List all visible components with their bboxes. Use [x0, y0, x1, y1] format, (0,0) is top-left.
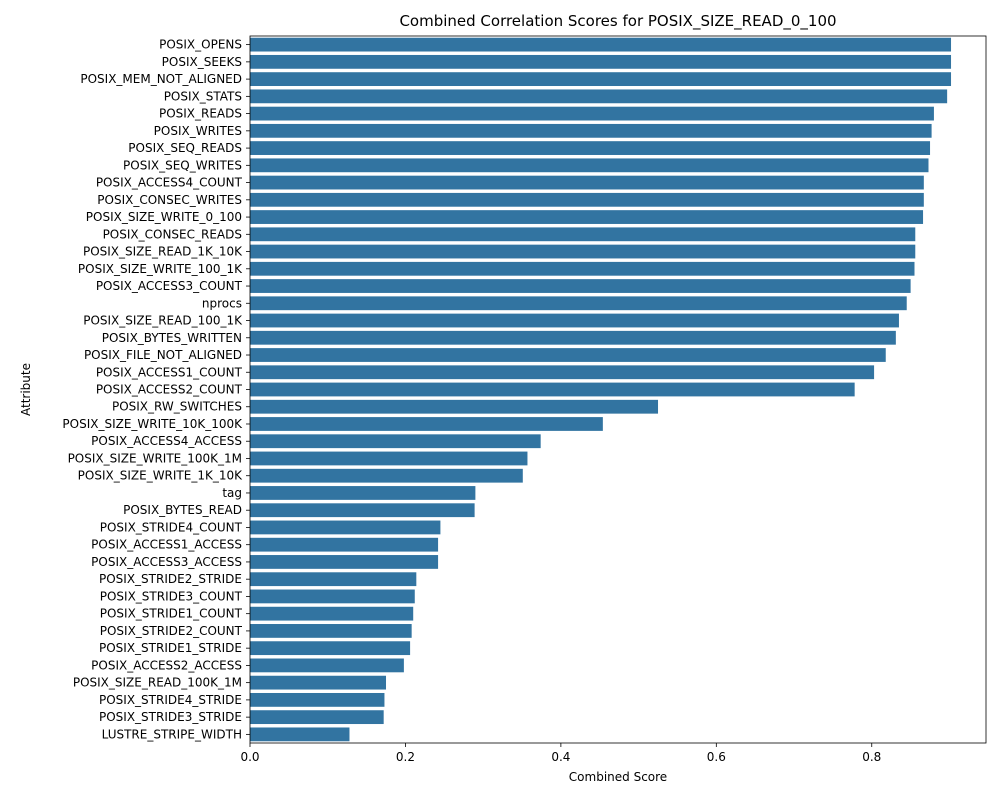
y-tick-label: POSIX_ACCESS4_ACCESS — [91, 434, 242, 448]
y-tick-label: POSIX_READS — [159, 107, 242, 121]
y-tick-label: POSIX_ACCESS1_COUNT — [96, 365, 243, 379]
bar — [250, 417, 603, 431]
bar — [250, 365, 875, 380]
bar — [250, 399, 659, 414]
y-axis: POSIX_OPENS POSIX_SEEKS POSIX_MEM_NOT_ALIG… — [62, 38, 250, 741]
y-tick-label: POSIX_FILE_NOT_ALIGNED — [84, 348, 242, 362]
y-tick-label: POSIX_SEQ_READS — [128, 141, 242, 155]
y-tick-label: POSIX_ACCESS2_ACCESS — [91, 658, 242, 672]
chart-title: Combined Correlation Scores for POSIX_SI… — [399, 12, 836, 31]
x-tick-label: 0.0 — [240, 750, 259, 764]
y-tick-label: POSIX_SEEKS — [162, 55, 242, 69]
bar — [250, 537, 439, 552]
bar — [250, 451, 528, 466]
bar — [250, 348, 886, 362]
bar — [250, 313, 899, 328]
y-tick-label: LUSTRE_STRIPE_WIDTH — [102, 727, 242, 741]
x-tick-label: 0.4 — [551, 750, 570, 764]
x-tick-label: 0.6 — [707, 750, 726, 764]
bar — [250, 692, 385, 707]
y-tick-label: POSIX_CONSEC_READS — [103, 227, 242, 241]
bar — [250, 158, 929, 173]
bar — [250, 486, 476, 500]
bar — [250, 54, 952, 69]
y-tick-label: POSIX_BYTES_WRITTEN — [102, 331, 242, 345]
y-tick-label: POSIX_SIZE_READ_100_1K — [83, 314, 243, 328]
bar — [250, 468, 523, 483]
y-tick-label: POSIX_RW_SWITCHES — [112, 400, 242, 414]
y-tick-label: POSIX_STRIDE3_STRIDE — [99, 710, 242, 724]
bar — [250, 210, 924, 224]
bar — [250, 555, 439, 569]
y-tick-label: POSIX_SIZE_WRITE_0_100 — [86, 210, 242, 224]
bar — [250, 141, 931, 155]
y-tick-label: POSIX_STRIDE4_STRIDE — [99, 693, 242, 707]
bar — [250, 572, 417, 587]
bar — [250, 227, 916, 242]
plot-frame — [249, 35, 987, 744]
y-tick-label: POSIX_STRIDE2_COUNT — [100, 624, 243, 638]
bar — [250, 89, 948, 104]
y-tick-label: POSIX_ACCESS2_COUNT — [96, 383, 243, 397]
y-tick-label: POSIX_SIZE_WRITE_1K_10K — [78, 469, 243, 483]
y-tick-label: POSIX_STATS — [164, 89, 242, 103]
bar — [250, 658, 404, 673]
bar — [250, 192, 924, 207]
bars-layer — [250, 37, 952, 742]
y-tick-label: tag — [222, 486, 242, 500]
y-tick-label: POSIX_MEM_NOT_ALIGNED — [80, 72, 242, 86]
bar — [250, 382, 855, 397]
bar — [250, 434, 541, 449]
bar — [250, 244, 916, 259]
bar — [250, 710, 384, 725]
x-axis: 0.0 0.2 0.4 0.6 0.8 — [240, 743, 881, 764]
y-tick-label: POSIX_ACCESS3_COUNT — [96, 279, 243, 293]
bar — [250, 72, 952, 87]
y-axis-title: Attribute — [19, 363, 33, 416]
bar — [250, 175, 924, 190]
y-tick-label: POSIX_STRIDE4_COUNT — [100, 520, 243, 534]
bar — [250, 520, 441, 535]
bar — [250, 675, 387, 690]
y-tick-label: POSIX_SIZE_WRITE_10K_100K — [62, 417, 243, 431]
y-tick-label: POSIX_ACCESS1_ACCESS — [91, 538, 242, 552]
bar — [250, 37, 952, 52]
y-tick-label: POSIX_ACCESS3_ACCESS — [91, 555, 242, 569]
y-tick-label: POSIX_SIZE_WRITE_100K_1M — [68, 451, 242, 465]
y-tick-label: POSIX_STRIDE1_STRIDE — [99, 641, 242, 655]
bar — [250, 296, 907, 311]
bar — [250, 589, 415, 604]
bar — [250, 106, 934, 121]
y-tick-label: POSIX_OPENS — [159, 38, 242, 52]
x-axis-title: Combined Score — [569, 770, 667, 784]
y-tick-label: POSIX_CONSEC_WRITES — [97, 193, 242, 207]
bar — [250, 624, 412, 638]
bar — [250, 727, 350, 742]
y-tick-label: POSIX_STRIDE1_COUNT — [100, 607, 243, 621]
y-tick-label: POSIX_BYTES_READ — [123, 503, 242, 517]
y-tick-label: nprocs — [202, 296, 242, 310]
bar — [250, 261, 915, 276]
y-tick-label: POSIX_SIZE_READ_1K_10K — [83, 245, 243, 259]
y-tick-label: POSIX_STRIDE3_COUNT — [100, 589, 243, 603]
bar — [250, 641, 411, 656]
bar — [250, 330, 896, 345]
x-tick-label: 0.2 — [396, 750, 415, 764]
y-tick-label: POSIX_SEQ_WRITES — [123, 158, 242, 172]
bar — [250, 503, 475, 518]
bar — [250, 279, 911, 293]
y-tick-label: POSIX_SIZE_WRITE_100_1K — [78, 262, 243, 276]
y-tick-label: POSIX_WRITES — [154, 124, 242, 138]
y-tick-label: POSIX_STRIDE2_STRIDE — [99, 572, 242, 586]
bar — [250, 606, 414, 621]
y-tick-label: POSIX_SIZE_READ_100K_1M — [73, 676, 242, 690]
bar — [250, 123, 932, 138]
y-tick-label: POSIX_ACCESS4_COUNT — [96, 176, 243, 190]
x-tick-label: 0.8 — [862, 750, 881, 764]
